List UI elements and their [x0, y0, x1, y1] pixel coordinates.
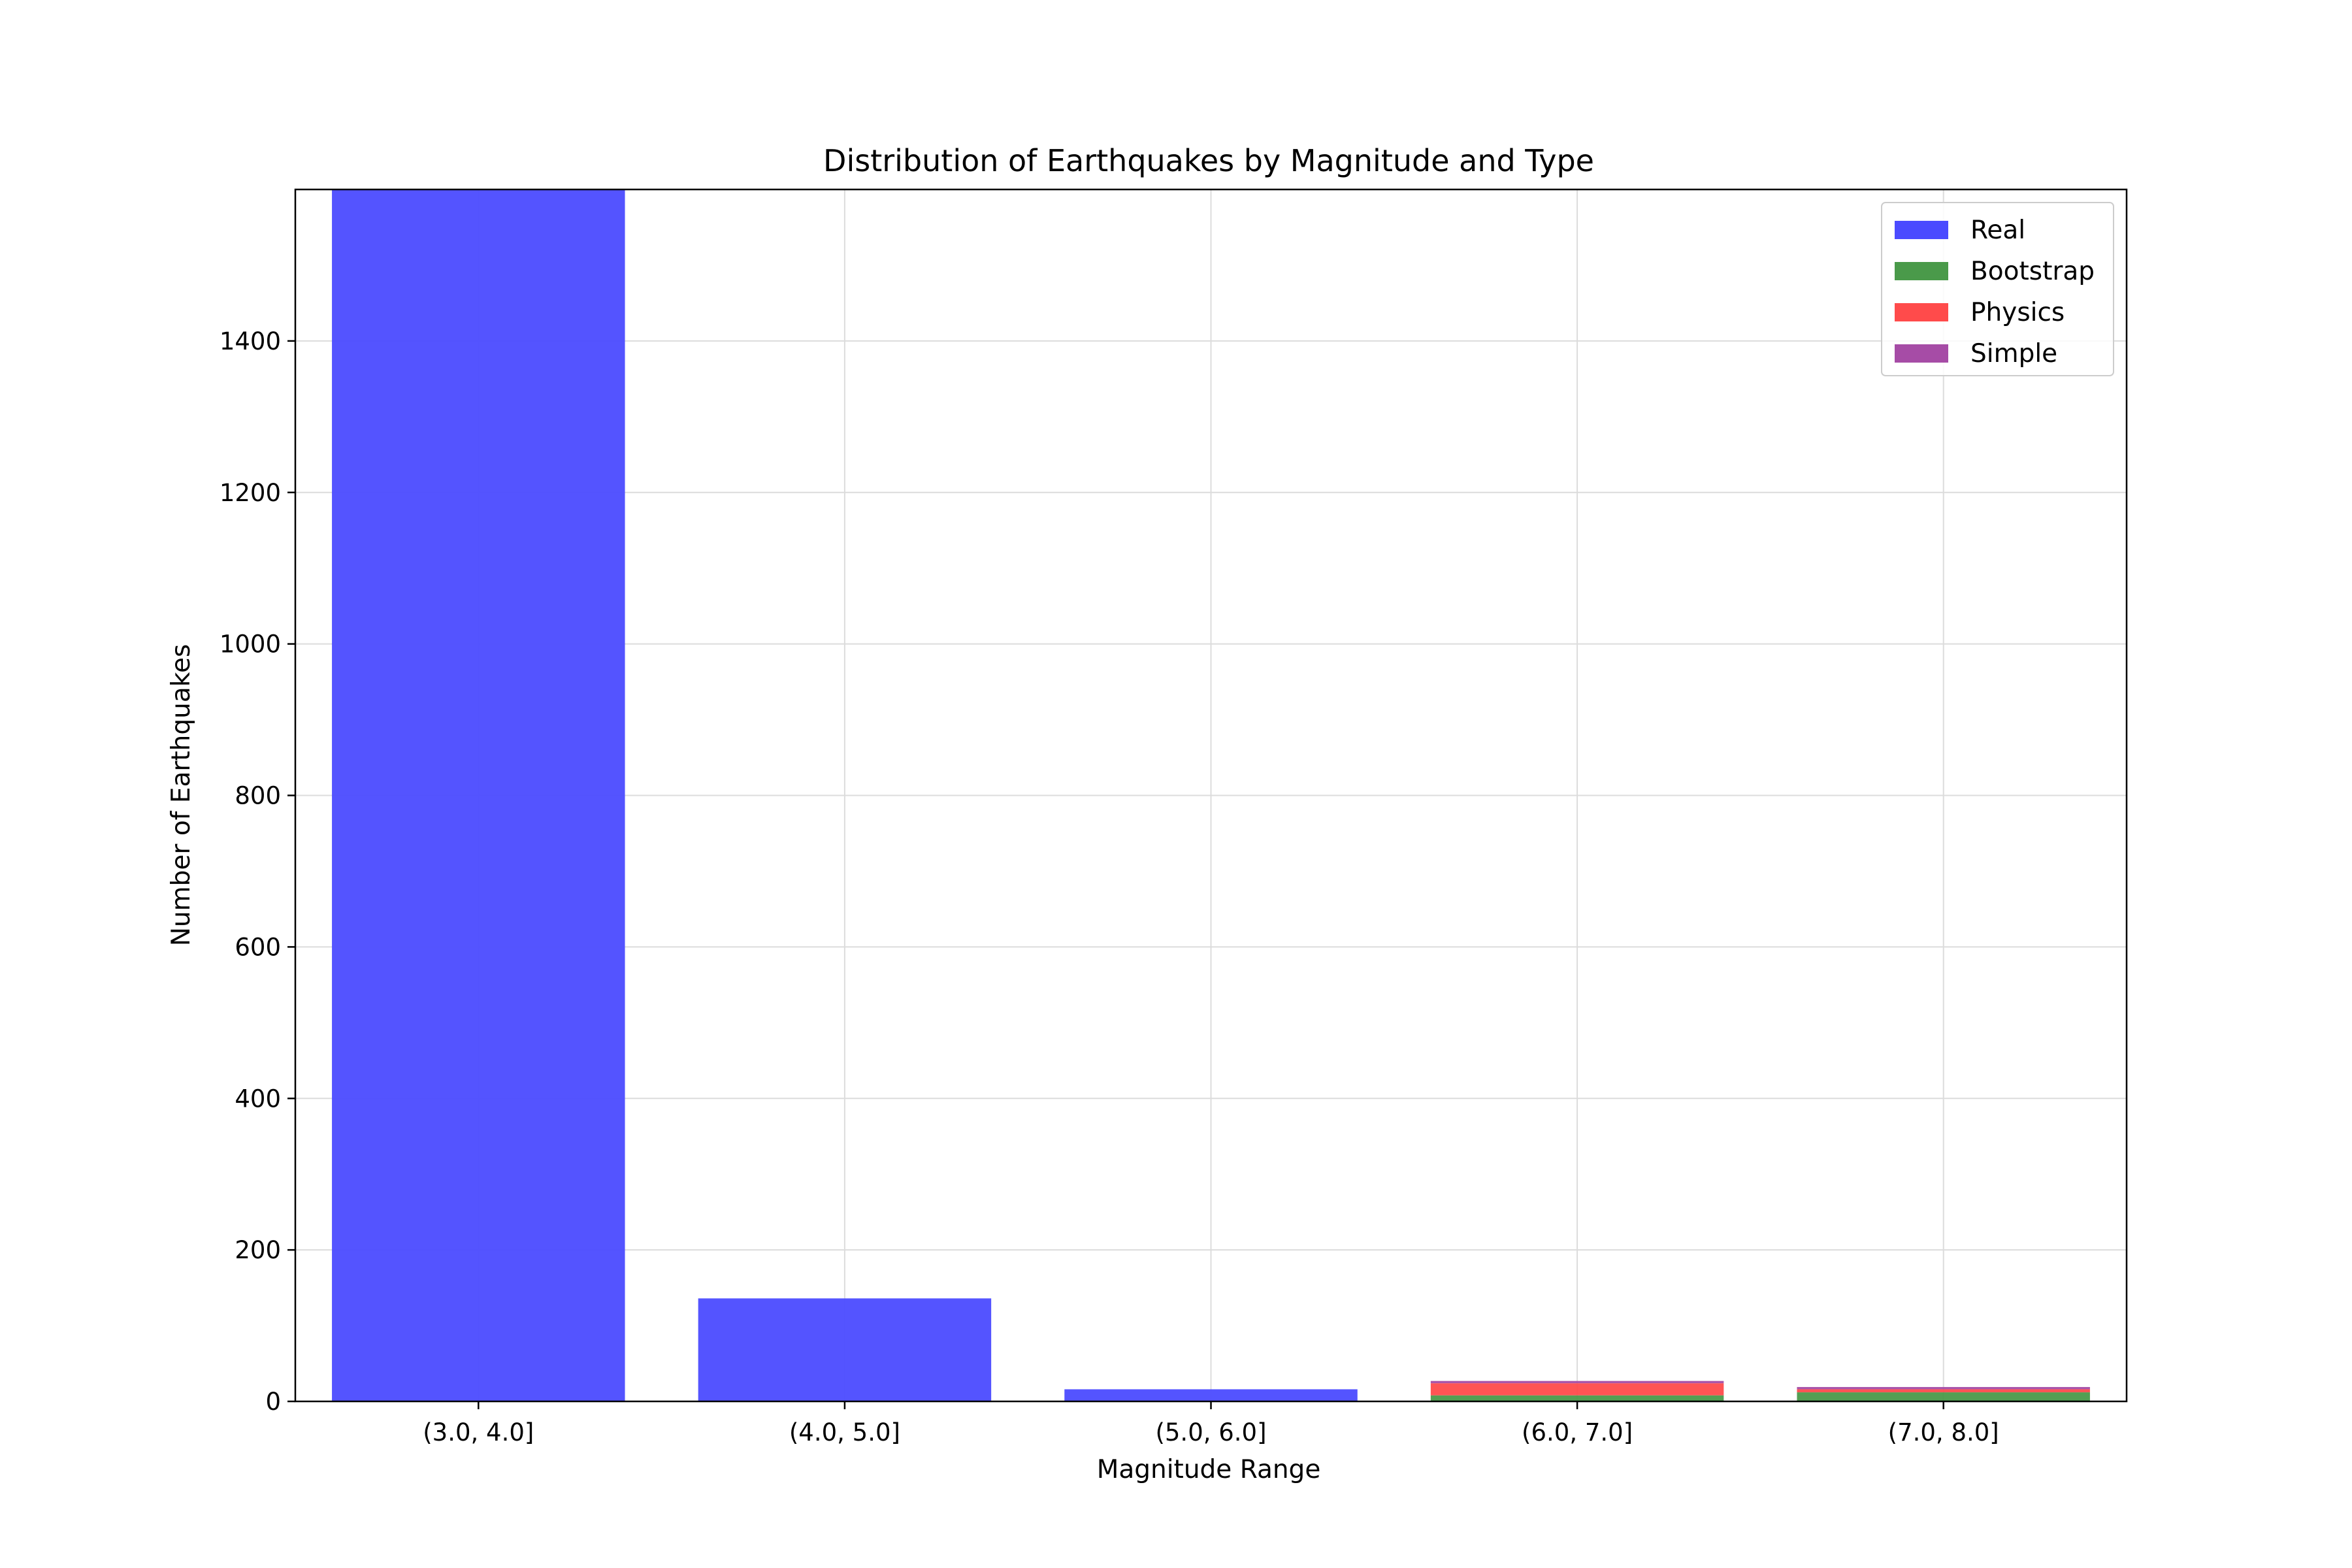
bar-physics-3	[1430, 1383, 1724, 1396]
bar-simple-4	[1797, 1386, 2090, 1390]
y-axis-ticks: 0 200 400 600 800 1000 1200 1400	[220, 327, 295, 1416]
bar-real-1	[698, 1298, 992, 1401]
legend-swatch-bootstrap	[1895, 262, 1948, 280]
x-axis-ticks: (3.0, 4.0] (4.0, 5.0] (5.0, 6.0] (6.0, 7.0]…	[423, 1401, 1999, 1446]
legend-label-bootstrap[interactable]: Bootstrap	[1970, 257, 2095, 286]
y-tick-label: 600	[235, 933, 281, 961]
x-tick-label: (3.0, 4.0]	[423, 1418, 534, 1446]
y-tick-label: 200	[235, 1236, 281, 1264]
y-tick-label: 800	[235, 782, 281, 810]
bar-physics-4	[1797, 1389, 2090, 1393]
x-tick-label: (5.0, 6.0]	[1155, 1418, 1266, 1446]
legend-label-real[interactable]: Real	[1970, 216, 2025, 245]
x-tick-label: (7.0, 8.0]	[1888, 1418, 1999, 1446]
bar-simple-3	[1430, 1380, 1724, 1384]
y-tick-label: 0	[265, 1388, 281, 1416]
y-axis-label: Number of Earthquakes	[167, 644, 196, 947]
chart-title: Distribution of Earthquakes by Magnitude…	[823, 143, 1594, 178]
bar-real-0	[332, 189, 625, 1401]
y-tick-label: 1200	[220, 479, 281, 507]
legend-swatch-physics	[1895, 303, 1948, 321]
y-tick-label: 1000	[220, 630, 281, 659]
legend-swatch-real	[1895, 221, 1948, 239]
bars	[332, 189, 2090, 1401]
x-tick-label: (6.0, 7.0]	[1522, 1418, 1633, 1446]
x-axis-label: Magnitude Range	[1097, 1455, 1321, 1484]
legend-swatch-simple	[1895, 344, 1948, 363]
bar-bootstrap-4	[1797, 1392, 2090, 1401]
bar-bootstrap-3	[1430, 1395, 1724, 1401]
legend-label-simple[interactable]: Simple	[1970, 339, 2057, 368]
legend[interactable]: Real Bootstrap Physics Simple	[1881, 202, 2114, 376]
legend-label-physics[interactable]: Physics	[1970, 298, 2065, 327]
y-tick-label: 1400	[220, 327, 281, 355]
x-tick-label: (4.0, 5.0]	[789, 1418, 900, 1446]
bar-real-2	[1064, 1389, 1358, 1401]
y-tick-label: 400	[235, 1085, 281, 1113]
legend-box	[1881, 202, 2114, 376]
